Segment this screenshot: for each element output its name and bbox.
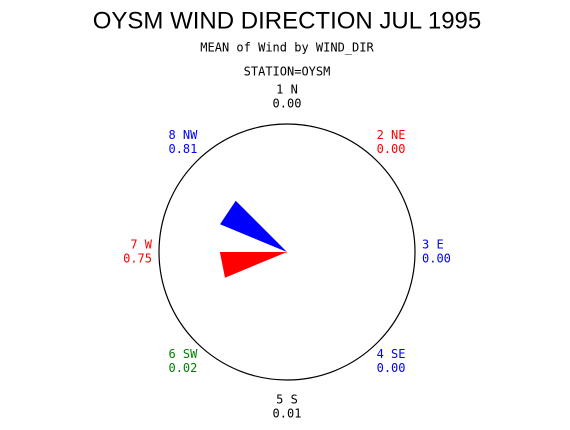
wind-wedge [285, 252, 287, 254]
value-label: 0.00 [377, 361, 406, 375]
wind-wedge [219, 252, 287, 278]
direction-label: 7 W [130, 238, 152, 252]
rose-circle [158, 123, 416, 381]
value-label: 0.00 [273, 97, 302, 111]
value-label: 0.00 [422, 252, 451, 266]
chart-subtitle: MEAN of Wind by WIND_DIR [200, 41, 374, 55]
value-label: 0.00 [377, 142, 406, 156]
direction-label: 2 NE [377, 128, 406, 142]
value-label: 0.01 [273, 407, 302, 421]
direction-label: 3 E [422, 238, 444, 252]
value-label: 0.75 [123, 252, 152, 266]
chart-title: OYSM WIND DIRECTION JUL 1995 [93, 7, 482, 34]
direction-label: 4 SE [377, 347, 406, 361]
value-label: 0.02 [168, 361, 197, 375]
direction-label: 8 NW [168, 128, 198, 142]
value-label: 0.81 [168, 142, 197, 156]
wind-wedge [220, 200, 287, 252]
direction-label: 1 N [276, 83, 298, 97]
direction-label: 5 S [276, 393, 298, 407]
direction-label: 6 SW [168, 347, 198, 361]
station-label: STATION=OYSM [244, 65, 331, 79]
